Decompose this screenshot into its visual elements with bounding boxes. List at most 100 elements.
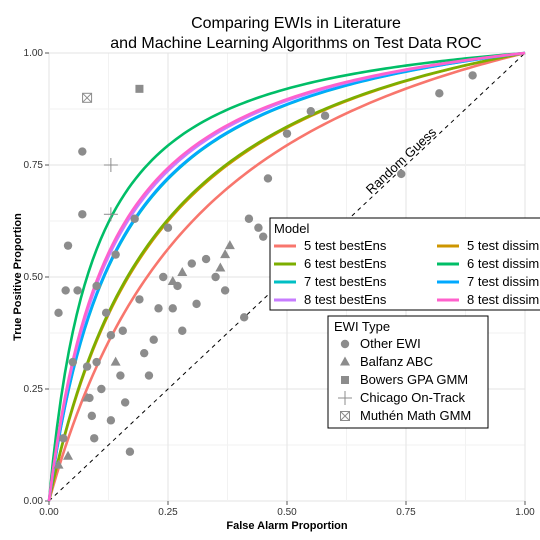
- ewi-point-circle: [82, 362, 92, 371]
- ewi-point-circle: [78, 147, 87, 156]
- roc-curve-6-test-bestens: [47, 51, 526, 502]
- ewi-point-circle: [116, 371, 125, 380]
- ewi-point-circle: [92, 357, 101, 367]
- legend-ewi-key-triangle: [340, 356, 350, 366]
- x-tick-label: 0.50: [277, 507, 297, 518]
- legend-ewi-label: Bowers GPA GMM: [360, 372, 468, 387]
- ewi-point-circle: [118, 326, 127, 335]
- ewi-point-circle: [130, 214, 139, 223]
- ewi-point-circle: [168, 304, 177, 313]
- ewi-point-circle: [63, 241, 73, 250]
- legend-model-label: 6 test bestEns: [304, 256, 387, 271]
- ewi-point-circle: [87, 411, 97, 421]
- ewi-point-circle: [68, 357, 78, 367]
- ewi-point-circle: [90, 434, 99, 443]
- legend-model-label: 7 test dissimEns: [467, 274, 540, 289]
- ewi-point-triangle: [110, 356, 121, 366]
- ewi-point-triangle: [63, 450, 74, 460]
- legend-model-label: 8 test dissimEns: [467, 292, 540, 307]
- roc-curve-6-test-dissimens: [47, 51, 526, 502]
- legend-ewi-title: EWI Type: [334, 319, 390, 334]
- ewi-point-circle: [144, 371, 154, 380]
- ewi-point-circle: [435, 89, 444, 98]
- legend-model-label: 5 test dissimEns: [467, 238, 540, 253]
- ewi-point-circle: [61, 286, 70, 295]
- legend-ewi-box: [327, 315, 489, 429]
- ewi-point-circle: [254, 223, 263, 232]
- legend-ewi-label: Other EWI: [360, 336, 421, 351]
- ewi-point-circle: [320, 111, 330, 120]
- ewi-point-circle: [140, 348, 149, 358]
- ewi-point-circle: [282, 129, 292, 138]
- ewi-point-circle: [106, 331, 116, 340]
- x-tick-label: 1.00: [515, 507, 535, 518]
- roc-curve-5-test-bestens: [47, 51, 526, 502]
- chart-title-line-2: and Machine Learning Algorithms on Test …: [110, 35, 481, 52]
- ewi-point-circle: [106, 416, 116, 425]
- y-tick-label: 0.25: [24, 384, 44, 395]
- legend-model: Model 5 test bestEns 5 test dissimEns 6 te…: [269, 217, 540, 311]
- y-tick-label: 0.50: [24, 272, 44, 283]
- ewi-point-circle: [163, 223, 173, 232]
- x-tick-label: 0.75: [396, 507, 416, 518]
- legend-ewi-label: Muthén Math GMM: [360, 408, 471, 423]
- x-tick-label: 0.00: [39, 507, 59, 518]
- ewi-point-circle: [78, 210, 87, 219]
- ewi-point-circle: [201, 254, 211, 264]
- y-axis-label: True Positive Proportion: [12, 213, 24, 341]
- legend-ewi: EWI Type Other EWI Balfanz ABC Bowers GPA …: [327, 315, 489, 429]
- ewi-point-circle: [73, 286, 82, 295]
- legend-ewi-key-circle: [340, 339, 350, 349]
- y-tick-label: 0.75: [24, 160, 44, 171]
- legend-ewi-label: Balfanz ABC: [360, 354, 433, 369]
- ewi-point-square: [135, 84, 144, 93]
- ewi-point-plus: [103, 158, 118, 172]
- y-tick-label: 1.00: [24, 48, 44, 59]
- ewi-point-triangle: [167, 275, 178, 285]
- ewi-point-circle: [120, 398, 130, 407]
- ewi-point-circle: [397, 169, 406, 179]
- ewi-point-circle: [54, 308, 63, 318]
- ewi-point-triangle: [82, 392, 93, 402]
- x-axis-label: False Alarm Proportion: [226, 520, 348, 532]
- ewi-point-circle: [211, 272, 220, 282]
- ewi-point-boxx: [82, 92, 93, 103]
- ewi-point-circle: [135, 295, 144, 304]
- x-tick-label: 0.25: [158, 507, 178, 518]
- ewi-point-circle: [263, 174, 273, 183]
- ewi-point-circle: [259, 232, 268, 241]
- ewi-point-circle: [92, 281, 101, 291]
- legend-model-box: [269, 217, 540, 311]
- legend-model-label: 7 test bestEns: [304, 274, 387, 289]
- y-tick-label: 0.00: [24, 496, 44, 507]
- ewi-point-circle: [468, 71, 477, 80]
- legend-model-label: 6 test dissimEns: [467, 256, 540, 271]
- ewi-point-circle: [239, 313, 249, 322]
- ewi-point-circle: [97, 384, 106, 394]
- legend-ewi-key-plus: [338, 391, 352, 405]
- random-guess-diagonal: [48, 52, 526, 502]
- roc-curve-8-test-dissimens: [47, 51, 526, 502]
- axis-ticks: 0.00 0.25 0.50 0.75 1.00 0.00 0.25 0.50 0.75 1.00: [24, 48, 536, 518]
- ewi-point-circle: [306, 107, 315, 116]
- legend-ewi-key-square: [341, 376, 349, 384]
- ewi-point-circle: [178, 326, 187, 335]
- ewi-point-triangle: [53, 459, 64, 469]
- ewi-point-triangle: [220, 249, 231, 259]
- ewi-point-plus: [103, 207, 118, 222]
- ewi-point-circle: [59, 434, 68, 443]
- ewi-point-circle: [192, 299, 201, 309]
- ewi-point-triangle: [224, 240, 235, 250]
- ewi-points: [53, 71, 477, 469]
- legend-ewi-label: Chicago On-Track: [360, 390, 465, 405]
- legend-model-label: 5 test bestEns: [304, 238, 387, 253]
- roc-curves: [47, 51, 526, 502]
- ewi-point-circle: [125, 447, 135, 456]
- ewi-point-triangle: [177, 267, 188, 277]
- legend-model-title: Model: [274, 221, 310, 236]
- ewi-point-circle: [244, 214, 254, 223]
- ewi-point-circle: [154, 304, 163, 313]
- ewi-point-circle: [220, 286, 230, 295]
- ewi-point-circle: [111, 250, 120, 259]
